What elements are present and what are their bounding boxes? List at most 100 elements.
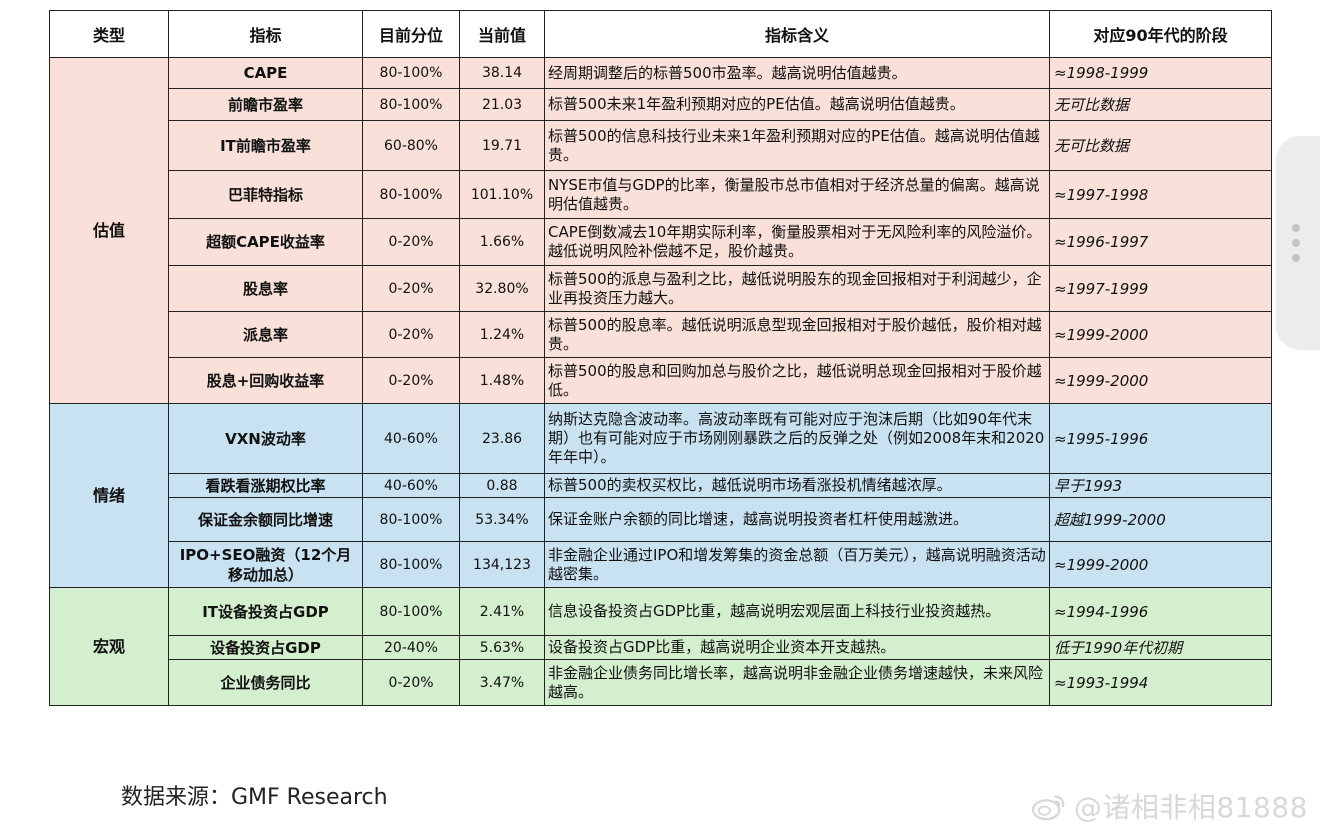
percentile-cell: 0-20% (362, 659, 460, 706)
percentile-cell: 40-60% (362, 473, 460, 498)
more-dot-icon (1292, 239, 1300, 247)
indicator-name: 企业债务同比 (168, 659, 363, 706)
data-table-container: 类型 指标 目前分位 当前值 指标含义 对应90年代的阶段 估值 CAPE 80… (49, 10, 1272, 706)
percentile-cell: 60-80% (362, 120, 460, 171)
value-cell: 1.24% (459, 311, 545, 358)
indicator-name: 股息率 (168, 265, 363, 312)
value-cell: 0.88 (459, 473, 545, 498)
indicator-name: 看跌看涨期权比率 (168, 473, 363, 498)
table-row: IT前瞻市盈率 60-80% 19.71 标普500的信息科技行业未来1年盈利预… (50, 120, 1272, 171)
indicator-name: VXN波动率 (168, 403, 363, 474)
stage-cell: ≈1997-1999 (1049, 265, 1272, 312)
value-cell: 53.34% (459, 497, 545, 542)
value-cell: 23.86 (459, 403, 545, 474)
table-row: 股息率 0-20% 32.80% 标普500的派息与盈利之比，越低说明股东的现金… (50, 265, 1272, 312)
category-sentiment: 情绪 (49, 403, 169, 588)
table-row: 前瞻市盈率 80-100% 21.03 标普500未来1年盈利预期对应的PE估值… (50, 88, 1272, 121)
stage-cell: ≈1993-1994 (1049, 659, 1272, 706)
indicator-table: 类型 指标 目前分位 当前值 指标含义 对应90年代的阶段 估值 CAPE 80… (49, 10, 1272, 706)
percentile-cell: 80-100% (362, 587, 460, 636)
side-menu-handle[interactable] (1276, 136, 1320, 350)
meaning-cell: 标普500的卖权买权比，越低说明市场看涨投机情绪越浓厚。 (544, 473, 1050, 498)
meaning-cell: 保证金账户余额的同比增速，越高说明投资者杠杆使用越激进。 (544, 497, 1050, 542)
percentile-cell: 0-20% (362, 357, 460, 404)
category-valuation: 估值 (49, 57, 169, 404)
indicator-name: 前瞻市盈率 (168, 88, 363, 121)
percentile-cell: 80-100% (362, 497, 460, 542)
value-cell: 5.63% (459, 635, 545, 660)
stage-cell: 低于1990年代初期 (1049, 635, 1272, 660)
meaning-cell: CAPE倒数减去10年期实际利率，衡量股票相对于无风险利率的风险溢价。越低说明风… (544, 218, 1050, 266)
watermark: @诸相非相81888 (1030, 786, 1308, 826)
meaning-cell: 信息设备投资占GDP比重，越高说明宏观层面上科技行业投资越热。 (544, 587, 1050, 636)
indicator-name: 股息+回购收益率 (168, 357, 363, 404)
indicator-name: IT前瞻市盈率 (168, 120, 363, 171)
stage-cell: ≈1997-1998 (1049, 170, 1272, 219)
percentile-cell: 20-40% (362, 635, 460, 660)
percentile-cell: 80-100% (362, 88, 460, 121)
value-cell: 19.71 (459, 120, 545, 171)
table-row: 保证金余额同比增速 80-100% 53.34% 保证金账户余额的同比增速，越高… (50, 497, 1272, 542)
value-cell: 134,123 (459, 541, 545, 588)
table-row: 设备投资占GDP 20-40% 5.63% 设备投资占GDP比重，越高说明企业资… (50, 635, 1272, 660)
stage-cell: 超越1999-2000 (1049, 497, 1272, 542)
table-row: 宏观 IT设备投资占GDP 80-100% 2.41% 信息设备投资占GDP比重… (49, 587, 1272, 706)
indicator-name: 派息率 (168, 311, 363, 358)
stage-cell: ≈1999-2000 (1049, 357, 1272, 404)
category-macro: 宏观 (49, 587, 169, 706)
stage-cell: ≈1994-1996 (1049, 587, 1272, 636)
table-header-row: 类型 指标 目前分位 当前值 指标含义 对应90年代的阶段 (49, 10, 1272, 58)
table-row: 派息率 0-20% 1.24% 标普500的股息率。越低说明派息型现金回报相对于… (50, 311, 1272, 358)
value-cell: 101.10% (459, 170, 545, 219)
stage-cell: 无可比数据 (1049, 88, 1272, 121)
indicator-name: IPO+SEO融资（12个月移动加总） (168, 541, 363, 588)
meaning-cell: 经周期调整后的标普500市盈率。越高说明估值越贵。 (544, 57, 1050, 89)
header-stage: 对应90年代的阶段 (1049, 10, 1272, 58)
header-percentile: 目前分位 (362, 10, 460, 58)
table-row: 超额CAPE收益率 0-20% 1.66% CAPE倒数减去10年期实际利率，衡… (50, 218, 1272, 266)
meaning-cell: 标普500的信息科技行业未来1年盈利预期对应的PE估值。越高说明估值越贵。 (544, 120, 1050, 171)
data-source-note: 数据来源：GMF Research (121, 785, 388, 810)
meaning-cell: NYSE市值与GDP的比率，衡量股市总市值相对于经济总量的偏离。越高说明估值越贵… (544, 170, 1050, 219)
meaning-cell: 标普500的股息和回购加总与股价之比，越低说明总现金回报相对于股价越低。 (544, 357, 1050, 404)
meaning-cell: 标普500的派息与盈利之比，越低说明股东的现金回报相对于利润越少，企业再投资压力… (544, 265, 1050, 312)
header-meaning: 指标含义 (544, 10, 1050, 58)
value-cell: 1.48% (459, 357, 545, 404)
table-row: IPO+SEO融资（12个月移动加总） 80-100% 134,123 非金融企… (50, 541, 1272, 588)
indicator-name: 设备投资占GDP (168, 635, 363, 660)
percentile-cell: 80-100% (362, 170, 460, 219)
indicator-name: 超额CAPE收益率 (168, 218, 363, 266)
value-cell: 32.80% (459, 265, 545, 312)
meaning-cell: 纳斯达克隐含波动率。高波动率既有可能对应于泡沫后期（比如90年代末期）也有可能对… (544, 403, 1050, 474)
meaning-cell: 非金融企业通过IPO和增发筹集的资金总额（百万美元），越高说明融资活动越密集。 (544, 541, 1050, 588)
header-indicator: 指标 (168, 10, 363, 58)
stage-cell: ≈1999-2000 (1049, 541, 1272, 588)
stage-cell: ≈1998-1999 (1049, 57, 1272, 89)
table-row: 情绪 VXN波动率 40-60% 23.86 纳斯达克隐含波动率。高波动率既有可… (49, 403, 1272, 588)
more-dot-icon (1292, 224, 1300, 232)
stage-cell: 无可比数据 (1049, 120, 1272, 171)
percentile-cell: 0-20% (362, 311, 460, 358)
indicator-name: 巴菲特指标 (168, 170, 363, 219)
meaning-cell: 设备投资占GDP比重，越高说明企业资本开支越热。 (544, 635, 1050, 660)
stage-cell: ≈1996-1997 (1049, 218, 1272, 266)
header-type: 类型 (49, 10, 169, 58)
meaning-cell: 标普500未来1年盈利预期对应的PE估值。越高说明估值越贵。 (544, 88, 1050, 121)
header-value: 当前值 (459, 10, 545, 58)
weibo-logo-icon (1031, 795, 1065, 821)
indicator-name: CAPE (168, 57, 363, 89)
indicator-name: IT设备投资占GDP (168, 587, 363, 636)
stage-cell: ≈1999-2000 (1049, 311, 1272, 358)
table-row: 巴菲特指标 80-100% 101.10% NYSE市值与GDP的比率，衡量股市… (50, 170, 1272, 219)
more-dot-icon (1292, 254, 1300, 262)
percentile-cell: 40-60% (362, 403, 460, 474)
watermark-text: @诸相非相81888 (1073, 791, 1308, 824)
meaning-cell: 非金融企业债务同比增长率，越高说明非金融企业债务增速越快，未来风险越高。 (544, 659, 1050, 706)
value-cell: 21.03 (459, 88, 545, 121)
percentile-cell: 0-20% (362, 265, 460, 312)
value-cell: 38.14 (459, 57, 545, 89)
table-row: 看跌看涨期权比率 40-60% 0.88 标普500的卖权买权比，越低说明市场看… (50, 473, 1272, 498)
stage-cell: ≈1995-1996 (1049, 403, 1272, 474)
percentile-cell: 0-20% (362, 218, 460, 266)
meaning-cell: 标普500的股息率。越低说明派息型现金回报相对于股价越低，股价相对越贵。 (544, 311, 1050, 358)
